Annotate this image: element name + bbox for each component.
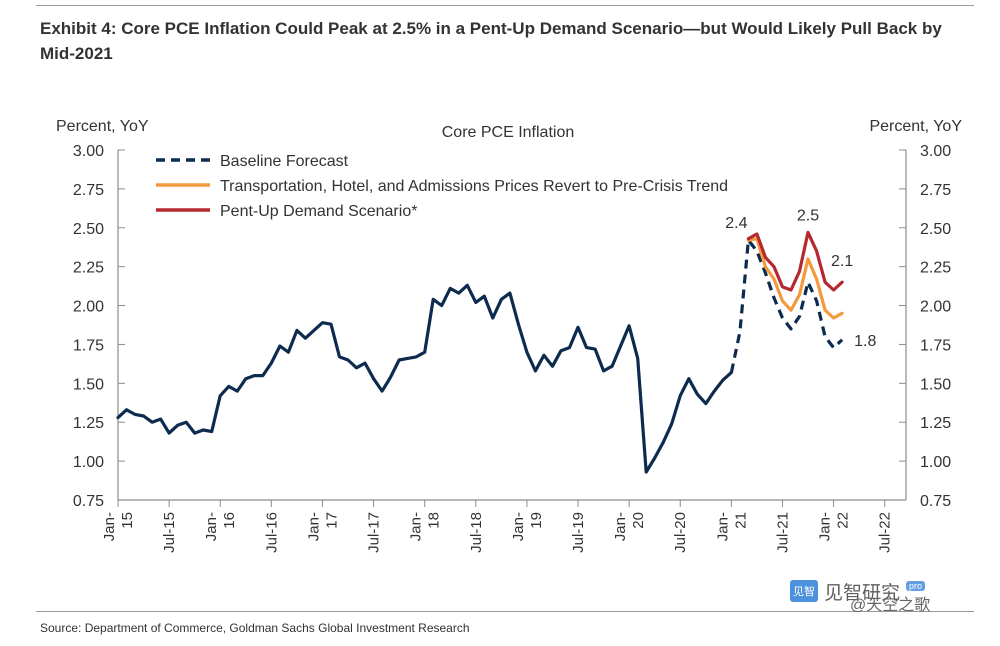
y-tick-label-left: 1.00 [73, 454, 104, 471]
legend-label: Transportation, Hotel, and Admissions Pr… [220, 178, 728, 195]
series-line-baseline-forecast [729, 238, 844, 373]
x-tick-label: Jul-22 [877, 512, 894, 553]
y-tick-label-right: 0.75 [920, 493, 951, 510]
y-axis-title-left: Percent, YoY [56, 118, 149, 135]
y-tick-label-right: 2.00 [920, 299, 951, 316]
watermark: 见智 见智研究 pro [790, 576, 926, 606]
data-label: 2.1 [831, 253, 853, 270]
y-tick-label-left: 2.75 [73, 182, 104, 199]
x-tick-label: Jan- [817, 512, 834, 541]
x-tick-label: Jan- [714, 512, 731, 541]
x-tick-label: 17 [323, 512, 340, 529]
data-label: 1.8 [854, 333, 876, 350]
series-line-transportation-hotel-and-admissions-prices-revert-to-pre-crisis-trend [746, 237, 844, 320]
y-axis-title-right: Percent, YoY [869, 118, 962, 135]
x-tick-label: Jul-18 [468, 512, 485, 553]
y-tick-label-left: 1.50 [73, 376, 104, 393]
y-tick-label-left: 3.00 [73, 143, 104, 160]
bottom-rule [36, 611, 974, 612]
x-tick-label: Jul-15 [161, 512, 178, 553]
y-tick-label-right: 2.25 [920, 260, 951, 277]
watermark-handle: @天空之歌 [850, 597, 931, 614]
data-label: 2.5 [797, 207, 819, 224]
watermark-pro: pro [906, 581, 926, 591]
data-label: 2.4 [725, 215, 747, 232]
legend-label: Baseline Forecast [220, 153, 349, 170]
y-tick-label-right: 3.00 [920, 143, 951, 160]
legend-label: Pent-Up Demand Scenario* [220, 203, 417, 220]
y-tick-label-left: 1.25 [73, 415, 104, 432]
y-tick-label-right: 1.75 [920, 337, 951, 354]
x-tick-label: 16 [221, 512, 238, 529]
x-tick-label: 15 [119, 512, 136, 529]
y-tick-label-right: 1.25 [920, 415, 951, 432]
x-tick-label: Jan- [408, 512, 425, 541]
x-tick-label: Jul-17 [366, 512, 383, 553]
chart-title: Core PCE Inflation [442, 124, 575, 141]
x-tick-label: 18 [426, 512, 443, 529]
y-tick-label-left: 1.75 [73, 337, 104, 354]
x-tick-label: Jan- [305, 512, 322, 541]
y-tick-label-right: 2.75 [920, 182, 951, 199]
y-tick-label-right: 1.00 [920, 454, 951, 471]
top-rule [36, 5, 974, 6]
x-tick-label: Jan- [101, 512, 118, 541]
x-tick-label: Jan- [612, 512, 629, 541]
core-pce-chart: 0.75 0.75 1.00 1.00 1.25 1.25 1.50 1.50 1.75 1.75… [56, 118, 962, 553]
y-tick-label-right: 1.50 [920, 376, 951, 393]
series-line-pent-up-demand-scenario [746, 230, 844, 292]
x-tick-label: 20 [630, 512, 647, 529]
x-tick-label: 21 [732, 512, 749, 529]
x-tick-label: 19 [528, 512, 545, 529]
x-tick-label: Jul-20 [672, 512, 689, 553]
y-tick-label-right: 2.50 [920, 221, 951, 238]
x-tick-label: Jan- [203, 512, 220, 541]
y-tick-label-left: 2.50 [73, 221, 104, 238]
page-title: Exhibit 4: Core PCE Inflation Could Peak… [40, 19, 942, 63]
x-tick-label: Jan- [510, 512, 527, 541]
series-line-historical [116, 283, 734, 474]
x-tick-label: Jul-21 [774, 512, 791, 553]
watermark-badge: 见智 [790, 580, 818, 602]
y-tick-label-left: 0.75 [73, 493, 104, 510]
x-tick-label: 22 [835, 512, 852, 529]
x-tick-label: Jul-19 [570, 512, 587, 553]
x-tick-label: Jul-16 [263, 512, 280, 553]
watermark-text: 见智研究 [824, 581, 901, 604]
source-note: Source: Department of Commerce, Goldman … [40, 621, 470, 635]
y-tick-label-left: 2.00 [73, 299, 104, 316]
y-tick-label-left: 2.25 [73, 260, 104, 277]
